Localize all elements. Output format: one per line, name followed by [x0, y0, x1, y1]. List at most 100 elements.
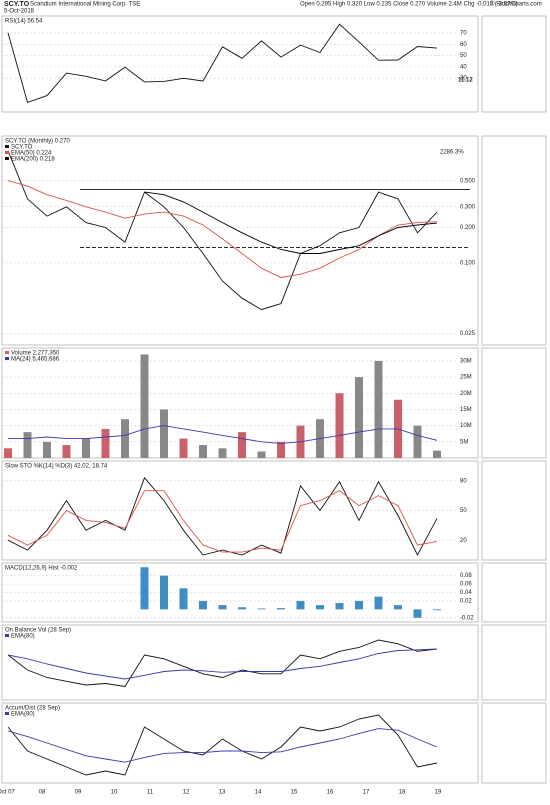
bar [82, 438, 90, 458]
mini-panel-frame [481, 702, 547, 784]
bar [238, 607, 246, 610]
credit: © StockCharts.com [490, 1, 542, 8]
series-line [7, 490, 438, 553]
x-tick-label: 14 [255, 790, 262, 796]
series-line [7, 150, 438, 311]
y-tick-label: 5M [460, 439, 468, 445]
mini-panel-frame [481, 15, 547, 113]
legend-label: EMA(80) [11, 712, 35, 718]
series-line [144, 191, 438, 254]
x-tick-label: 16 [327, 790, 334, 796]
bar [296, 600, 305, 610]
y-tick-label: 0.08 [460, 573, 472, 579]
date: 5-Oct-2018 [4, 9, 35, 15]
bar [277, 608, 285, 610]
x-tick-label: 08 [39, 790, 46, 796]
bar [257, 608, 266, 610]
y-tick-label: 0.025 [460, 331, 476, 337]
bar [277, 441, 285, 458]
mini-panel-frame [481, 347, 547, 459]
x-tick-label: 19 [435, 790, 442, 796]
y-tick-label: 80 [460, 478, 467, 484]
panel-title: RSI(14) 56.54 [5, 19, 43, 25]
bar [160, 575, 168, 610]
bar [179, 438, 188, 458]
bar [257, 451, 266, 458]
bar [199, 445, 207, 458]
annotation: 2286.3% [440, 150, 464, 156]
mini-panel-frame [481, 562, 547, 623]
y-tick-label: 15M [460, 407, 472, 413]
bar [62, 445, 71, 458]
y-tick-label: 0.200 [460, 225, 476, 231]
legend-label: MA(24) 5,465,686 [11, 357, 60, 363]
y-tick-label: 10M [460, 423, 472, 429]
mini-panel-frame [481, 460, 547, 561]
bar [316, 605, 324, 610]
x-tick-label: 15 [291, 790, 298, 796]
y-tick-label: 50 [460, 508, 467, 514]
y-tick-label: 25M [460, 375, 472, 381]
y-tick-label: 0.02 [460, 599, 472, 605]
bar [199, 600, 207, 610]
symbol: SCY.TO [4, 1, 30, 8]
series-line [7, 476, 438, 556]
bar [433, 609, 441, 611]
legend-swatch [5, 712, 9, 715]
legend-swatch [5, 145, 9, 148]
bar [335, 603, 344, 610]
panel-title: Accum/Dist (28 Sep) [5, 706, 60, 712]
panel-frame [1, 15, 479, 113]
x-tick-label: Oct 07 [0, 790, 15, 796]
series-line [7, 180, 438, 278]
legend-swatch [5, 357, 9, 360]
panel-title: On Balance Vol (28 Sep) [5, 628, 71, 634]
series-line [7, 639, 438, 687]
bar [413, 425, 422, 458]
bar [335, 393, 344, 458]
panel-frame [1, 702, 479, 784]
series-line [7, 23, 438, 103]
bar [374, 360, 383, 458]
annotation: 11.12 [458, 78, 473, 84]
bar [121, 419, 129, 458]
legend-swatch [5, 157, 9, 160]
y-tick-label: 30M [460, 359, 472, 365]
bar [160, 409, 168, 458]
panel-title: Slow STO %K(14) %D(3) 42.02, 18.74 [5, 464, 108, 470]
bar [179, 588, 188, 610]
y-tick-label: 0.500 [460, 178, 476, 184]
legend-label: Volume 2,277,350 [11, 351, 60, 357]
legend-label: EMA(80) [11, 634, 35, 640]
mini-panel-frame [481, 135, 547, 346]
bar [374, 596, 383, 610]
company: Scandium International Mining Corp. TSE [30, 2, 140, 8]
y-tick-label: 20M [460, 391, 472, 397]
panel-frame [1, 135, 479, 346]
legend-swatch [5, 151, 9, 154]
x-tick-label: 09 [75, 790, 82, 796]
y-tick-label: 0.100 [460, 260, 476, 266]
bar [140, 567, 149, 610]
series-line [7, 714, 438, 776]
bar [23, 432, 32, 458]
bar [433, 450, 441, 458]
y-tick-label: 40 [460, 64, 467, 70]
series-line [8, 425, 438, 444]
y-tick-label: 0.300 [460, 204, 476, 210]
y-tick-label: 50 [460, 53, 467, 59]
x-tick-label: 17 [363, 790, 370, 796]
bar [218, 448, 227, 458]
x-tick-label: 13 [219, 790, 226, 796]
panel-frame [1, 624, 479, 701]
bar [238, 432, 246, 458]
x-tick-label: 11 [147, 790, 154, 796]
y-tick-label: 20 [460, 538, 467, 544]
bar [101, 428, 110, 458]
bar [355, 377, 363, 458]
bar [218, 605, 227, 610]
bar [394, 605, 402, 610]
